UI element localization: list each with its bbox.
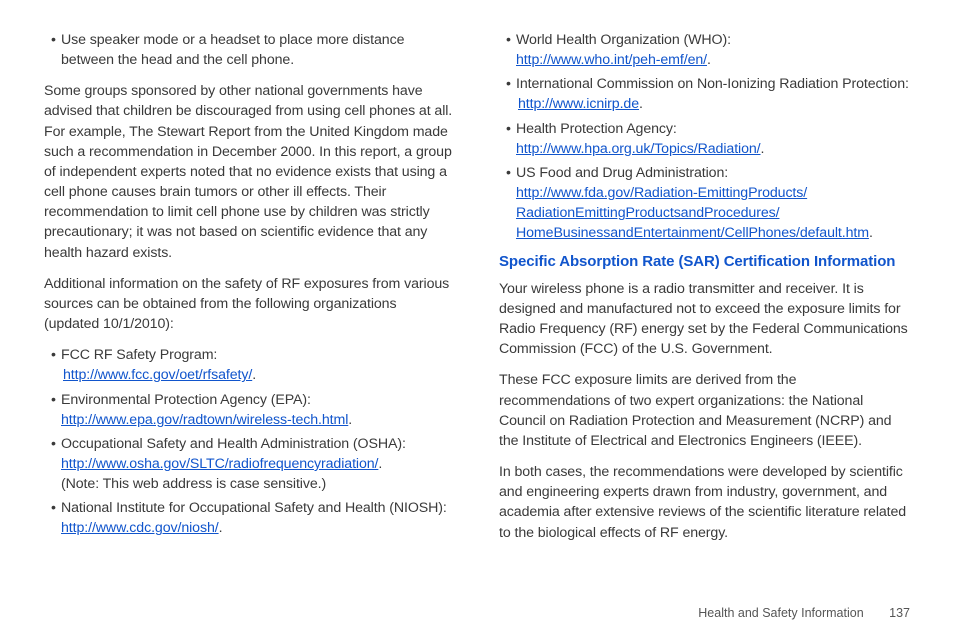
link-niosh[interactable]: http://www.cdc.gov/niosh/ (61, 520, 219, 536)
footer-page-number: 137 (889, 606, 910, 620)
list-label: Environmental Protection Agency (EPA): (61, 392, 311, 408)
bullet-hpa: •Health Protection Agency: http://www.hp… (499, 119, 910, 159)
list-label: International Commission on Non-Ionizing… (516, 76, 909, 92)
page-footer: Health and Safety Information 137 (698, 606, 910, 620)
para-additional-info: Additional information on the safety of … (44, 274, 455, 334)
bullet-dot-icon: • (51, 345, 61, 365)
bullet-fcc: •FCC RF Safety Program: http://www.fcc.g… (44, 345, 455, 385)
bullet-speaker-mode: •Use speaker mode or a headset to place … (44, 30, 455, 70)
link-hpa[interactable]: http://www.hpa.org.uk/Topics/Radiation/ (516, 141, 761, 157)
bullet-fda: •US Food and Drug Administration: http:/… (499, 163, 910, 244)
footer-section: Health and Safety Information (698, 606, 863, 620)
bullet-icnirp: •International Commission on Non-Ionizin… (499, 74, 910, 114)
bullet-dot-icon: • (506, 163, 516, 183)
link-fda-1[interactable]: http://www.fda.gov/Radiation-EmittingPro… (516, 185, 807, 201)
para-sar-2: These FCC exposure limits are derived fr… (499, 370, 910, 451)
link-icnirp[interactable]: http://www.icnirp.de (518, 96, 639, 112)
right-column: •World Health Organization (WHO): http:/… (499, 30, 910, 554)
bullet-dot-icon: • (51, 498, 61, 518)
list-label: World Health Organization (WHO): (516, 32, 731, 48)
bullet-dot-icon: • (506, 119, 516, 139)
link-fda-3[interactable]: HomeBusinessandEntertainment/CellPhones/… (516, 225, 869, 241)
bullet-dot-icon: • (51, 30, 61, 50)
bullet-epa: •Environmental Protection Agency (EPA): … (44, 390, 455, 430)
link-osha[interactable]: http://www.osha.gov/SLTC/radiofrequencyr… (61, 456, 378, 472)
list-label: Health Protection Agency: (516, 121, 677, 137)
bullet-dot-icon: • (506, 30, 516, 50)
para-sar-1: Your wireless phone is a radio transmitt… (499, 279, 910, 360)
bullet-niosh: •National Institute for Occupational Saf… (44, 498, 455, 538)
bullet-dot-icon: • (506, 74, 516, 94)
link-fda-2[interactable]: RadiationEmittingProductsandProcedures/ (516, 205, 779, 221)
bullet-dot-icon: • (51, 390, 61, 410)
para-sar-3: In both cases, the recommendations were … (499, 462, 910, 543)
heading-sar: Specific Absorption Rate (SAR) Certifica… (499, 252, 910, 272)
list-label: US Food and Drug Administration: (516, 165, 728, 181)
link-who[interactable]: http://www.who.int/peh-emf/en/ (516, 52, 707, 68)
bullet-osha: •Occupational Safety and Health Administ… (44, 434, 455, 494)
link-fcc[interactable]: http://www.fcc.gov/oet/rfsafety/ (63, 367, 252, 383)
list-label: FCC RF Safety Program: (61, 347, 217, 363)
para-stewart-report: Some groups sponsored by other national … (44, 81, 455, 262)
link-epa[interactable]: http://www.epa.gov/radtown/wireless-tech… (61, 412, 348, 428)
list-label: National Institute for Occupational Safe… (61, 500, 447, 516)
bullet-dot-icon: • (51, 434, 61, 454)
bullet-text: Use speaker mode or a headset to place m… (61, 32, 404, 68)
osha-note: (Note: This web address is case sensitiv… (61, 474, 455, 494)
list-label: Occupational Safety and Health Administr… (61, 436, 406, 452)
left-column: •Use speaker mode or a headset to place … (44, 30, 455, 554)
page-columns: •Use speaker mode or a headset to place … (44, 30, 910, 554)
bullet-who: •World Health Organization (WHO): http:/… (499, 30, 910, 70)
